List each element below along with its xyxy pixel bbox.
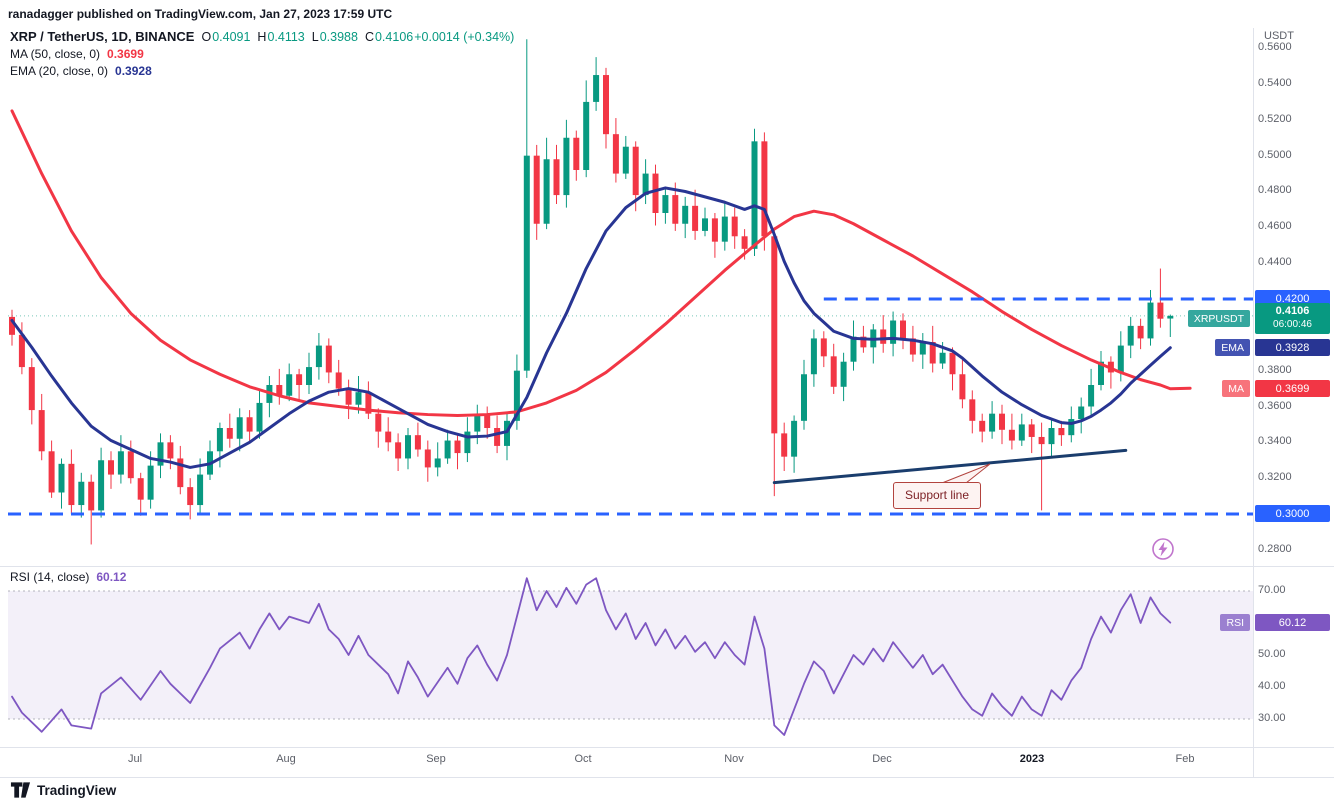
- last-price-value: 0.4106: [1275, 305, 1310, 318]
- support-line-callout: Support line: [893, 482, 981, 509]
- footer-brand[interactable]: TradingView: [10, 781, 116, 799]
- rsi-value: 60.12: [96, 570, 127, 584]
- support-price-badge: 0.3000: [1255, 505, 1330, 522]
- ema-label: EMA (20, close, 0): [10, 64, 109, 78]
- ma-price-badge: 0.3699: [1255, 380, 1330, 397]
- candles: [9, 39, 1174, 545]
- support-trendline: [772, 448, 1128, 485]
- tradingview-logo-icon: [10, 782, 31, 798]
- footer-brand-text: TradingView: [37, 782, 117, 798]
- open-label: O: [201, 30, 212, 44]
- ma-value: 0.3699: [107, 47, 144, 61]
- close-value: 0.4106: [374, 30, 414, 44]
- ma-chip: MA: [1222, 380, 1250, 397]
- boost-lightning-icon[interactable]: [1152, 538, 1174, 560]
- low-value: 0.3988: [319, 30, 358, 44]
- resistance-price-badge: 0.4200: [1255, 290, 1330, 307]
- change-value: +0.0014 (+0.34%): [414, 30, 515, 44]
- ema-chip: EMA: [1215, 339, 1250, 356]
- low-label: L: [311, 30, 319, 44]
- rsi-band: [8, 590, 1253, 720]
- ma-line: [10, 109, 1192, 417]
- rsi-line: [11, 577, 1172, 736]
- last-price-badge: 0.4106 06:00:46: [1255, 303, 1330, 334]
- ema-price-badge: 0.3928: [1255, 339, 1330, 356]
- rsi-value-badge: 60.12: [1255, 614, 1330, 631]
- high-label: H: [257, 30, 267, 44]
- symbol-chip: XRPUSDT: [1187, 310, 1250, 327]
- ema-value: 0.3928: [115, 64, 152, 78]
- ema-line: [10, 186, 1172, 469]
- ma-legend-row[interactable]: MA (50, close, 0) 0.3699: [10, 47, 144, 61]
- close-label: C: [364, 30, 374, 44]
- symbol-legend-row[interactable]: XRP / TetherUS, 1D, BINANCE O 0.4091 H 0.4…: [10, 29, 514, 44]
- bar-countdown: 06:00:46: [1273, 319, 1312, 331]
- ma-label: MA (50, close, 0): [10, 47, 101, 61]
- publish-byline: ranadagger published on TradingView.com,…: [8, 7, 393, 21]
- high-value: 0.4113: [267, 30, 305, 44]
- ema-legend-row[interactable]: EMA (20, close, 0) 0.3928: [10, 64, 152, 78]
- symbol-title: XRP / TetherUS, 1D, BINANCE: [10, 29, 195, 44]
- price-axis-currency: USDT: [1264, 30, 1294, 42]
- rsi-label: RSI (14, close): [10, 570, 90, 584]
- open-value: 0.4091: [212, 30, 251, 44]
- rsi-chip: RSI: [1220, 614, 1250, 631]
- rsi-legend-row[interactable]: RSI (14, close) 60.12: [10, 570, 126, 584]
